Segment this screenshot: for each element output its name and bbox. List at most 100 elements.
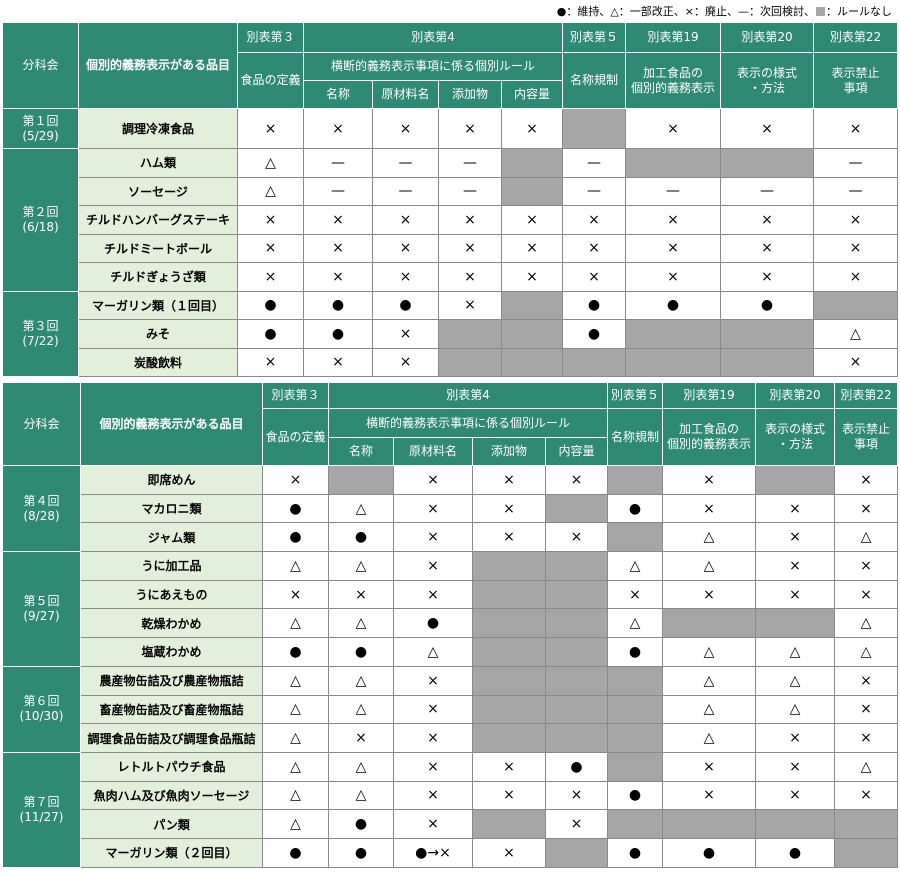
- status-cell: △: [834, 751, 899, 782]
- status-cell: ×: [500, 262, 564, 292]
- body-row: チルドハンバーグステーキ × × × × × × × × ×: [3, 205, 899, 235]
- status-cell: △: [328, 493, 394, 524]
- status-cell: ●: [755, 837, 836, 868]
- status-cell: ×: [834, 780, 899, 811]
- no-rule-cell: [544, 608, 609, 639]
- header-cell: 別表第３: [237, 22, 304, 53]
- status-cell: △: [755, 665, 836, 696]
- header-row: 食品の定義 横断的義務表示事項に係る個別ルール 名称規制 加工食品の 個別的義務表示表…: [3, 408, 899, 466]
- session-cell: 第２回 (6/18): [2, 148, 79, 292]
- status-cell: —: [303, 148, 373, 178]
- status-cell: —: [438, 176, 502, 206]
- status-cell: ●: [237, 290, 304, 320]
- item-name: パン類: [80, 809, 263, 839]
- item-name: みそ: [78, 319, 238, 349]
- no-rule-cell: [472, 551, 546, 581]
- status-cell: ×: [544, 809, 609, 839]
- status-cell: ●: [607, 493, 664, 524]
- status-cell: ●: [372, 290, 439, 320]
- status-cell: ×: [544, 522, 609, 553]
- item-name: マーガリン類（２回目）: [80, 837, 263, 868]
- no-rule-cell: [472, 665, 546, 696]
- status-cell: △: [662, 522, 757, 553]
- status-cell: △: [662, 723, 757, 753]
- body-row: 畜産物缶詰及び畜産物瓶詰 △ △ × △ △ ×: [3, 694, 899, 725]
- status-cell: △: [755, 637, 836, 667]
- header-cell: 表示禁止 事項: [834, 408, 899, 466]
- status-cell: ●: [328, 837, 394, 868]
- header-cell: 横断的義務表示事項に係る個別ルール: [327, 408, 609, 438]
- status-cell: ×: [625, 108, 722, 149]
- header-cell: 別表第22: [834, 382, 899, 409]
- status-cell: ●: [562, 319, 627, 349]
- no-rule-cell: [720, 148, 815, 178]
- status-cell: ×: [544, 465, 609, 495]
- status-cell: ×: [472, 465, 546, 495]
- no-rule-cell: [562, 347, 627, 377]
- status-cell: ×: [755, 579, 836, 610]
- status-cell: △: [834, 608, 899, 639]
- body-row: 第７回 (11/27) レトルトパウチ食品 △ △ × × ● × × △: [2, 751, 899, 868]
- header-cell: 別表第22: [813, 22, 899, 53]
- status-cell: ×: [662, 493, 757, 524]
- status-cell: ×: [755, 723, 836, 753]
- item-name: うにあえもの: [80, 579, 263, 610]
- header-cell: 内容量: [500, 80, 564, 109]
- item-name: ソーセージ: [78, 176, 238, 206]
- item-name: チルドぎょうざ類: [78, 262, 238, 292]
- body-row: 第６回 (10/30) 農産物缶詰及び農産物瓶詰 △ △ × △ △ ×: [2, 665, 899, 753]
- status-cell: —: [562, 176, 627, 206]
- status-cell: ×: [328, 723, 394, 753]
- no-rule-cell: [500, 176, 564, 206]
- status-cell: ×: [393, 522, 473, 553]
- header-cell: 加工食品の 個別的義務表示: [662, 408, 757, 466]
- status-cell: △: [262, 723, 329, 753]
- no-rule-cell: [755, 809, 836, 839]
- status-cell: △: [262, 551, 329, 581]
- header-cell: 名称: [303, 80, 373, 109]
- header-cell: 原材料名: [393, 437, 473, 466]
- item-name: チルドハンバーグステーキ: [78, 205, 238, 235]
- status-cell: ×: [834, 551, 899, 581]
- status-cell: △: [328, 780, 394, 811]
- session-cell: 第６回 (10/30): [2, 665, 81, 753]
- body-row: チルドぎょうざ類 × × × × × × × × ×: [3, 262, 899, 292]
- status-cell: ×: [544, 780, 609, 811]
- header-cell: 横断的義務表示事項に係る個別ルール: [302, 52, 564, 81]
- session-date: (10/30): [19, 709, 64, 724]
- item-name: 塩蔵わかめ: [80, 637, 263, 667]
- header-cell: 添加物: [472, 437, 546, 466]
- status-cell: △: [834, 522, 899, 553]
- header-cell: 表示禁止 事項: [813, 52, 899, 109]
- status-cell: ●: [562, 290, 627, 320]
- no-rule-cell: [625, 148, 722, 178]
- status-cell: ×: [607, 579, 664, 610]
- status-cell: ×: [393, 809, 473, 839]
- status-cell: △: [834, 637, 899, 667]
- status-cell: ●: [328, 809, 394, 839]
- header-cell: 表示の様式 ・方法: [755, 408, 836, 466]
- status-cell: ×: [813, 205, 899, 235]
- body-row: 第２回 (6/18) ハム類 △ — — — — —: [2, 148, 899, 292]
- item-name: 炭酸飲料: [78, 347, 238, 377]
- session: 第３回: [22, 318, 59, 333]
- status-cell: ×: [834, 694, 899, 725]
- header-cell: 内容量: [544, 437, 609, 466]
- no-rule-cell: [544, 837, 609, 868]
- status-cell: ●: [544, 751, 609, 782]
- no-rule-cell: [607, 465, 664, 495]
- no-rule-cell: [544, 493, 609, 524]
- header-cell: 添加物: [438, 80, 502, 109]
- no-rule-cell: [720, 347, 815, 377]
- status-cell: ×: [472, 493, 546, 524]
- body-row: 第４回 (8/28) 即席めん × × × × × ×: [2, 464, 899, 553]
- table: 分科会 個別的義務表示がある品目 別表第３ 別表第4 別表第５ 別表第19 別表第20 別表第…: [2, 382, 899, 868]
- header-cell: 別表第19: [625, 22, 722, 53]
- status-cell: △: [237, 148, 304, 178]
- session-cell: 第１回 (5/29): [2, 108, 79, 149]
- session-cell: 第７回 (11/27): [2, 751, 81, 868]
- status-cell: △: [328, 665, 394, 696]
- status-cell: ×: [472, 522, 546, 553]
- status-cell: △: [662, 637, 757, 667]
- status-cell: ×: [813, 233, 899, 263]
